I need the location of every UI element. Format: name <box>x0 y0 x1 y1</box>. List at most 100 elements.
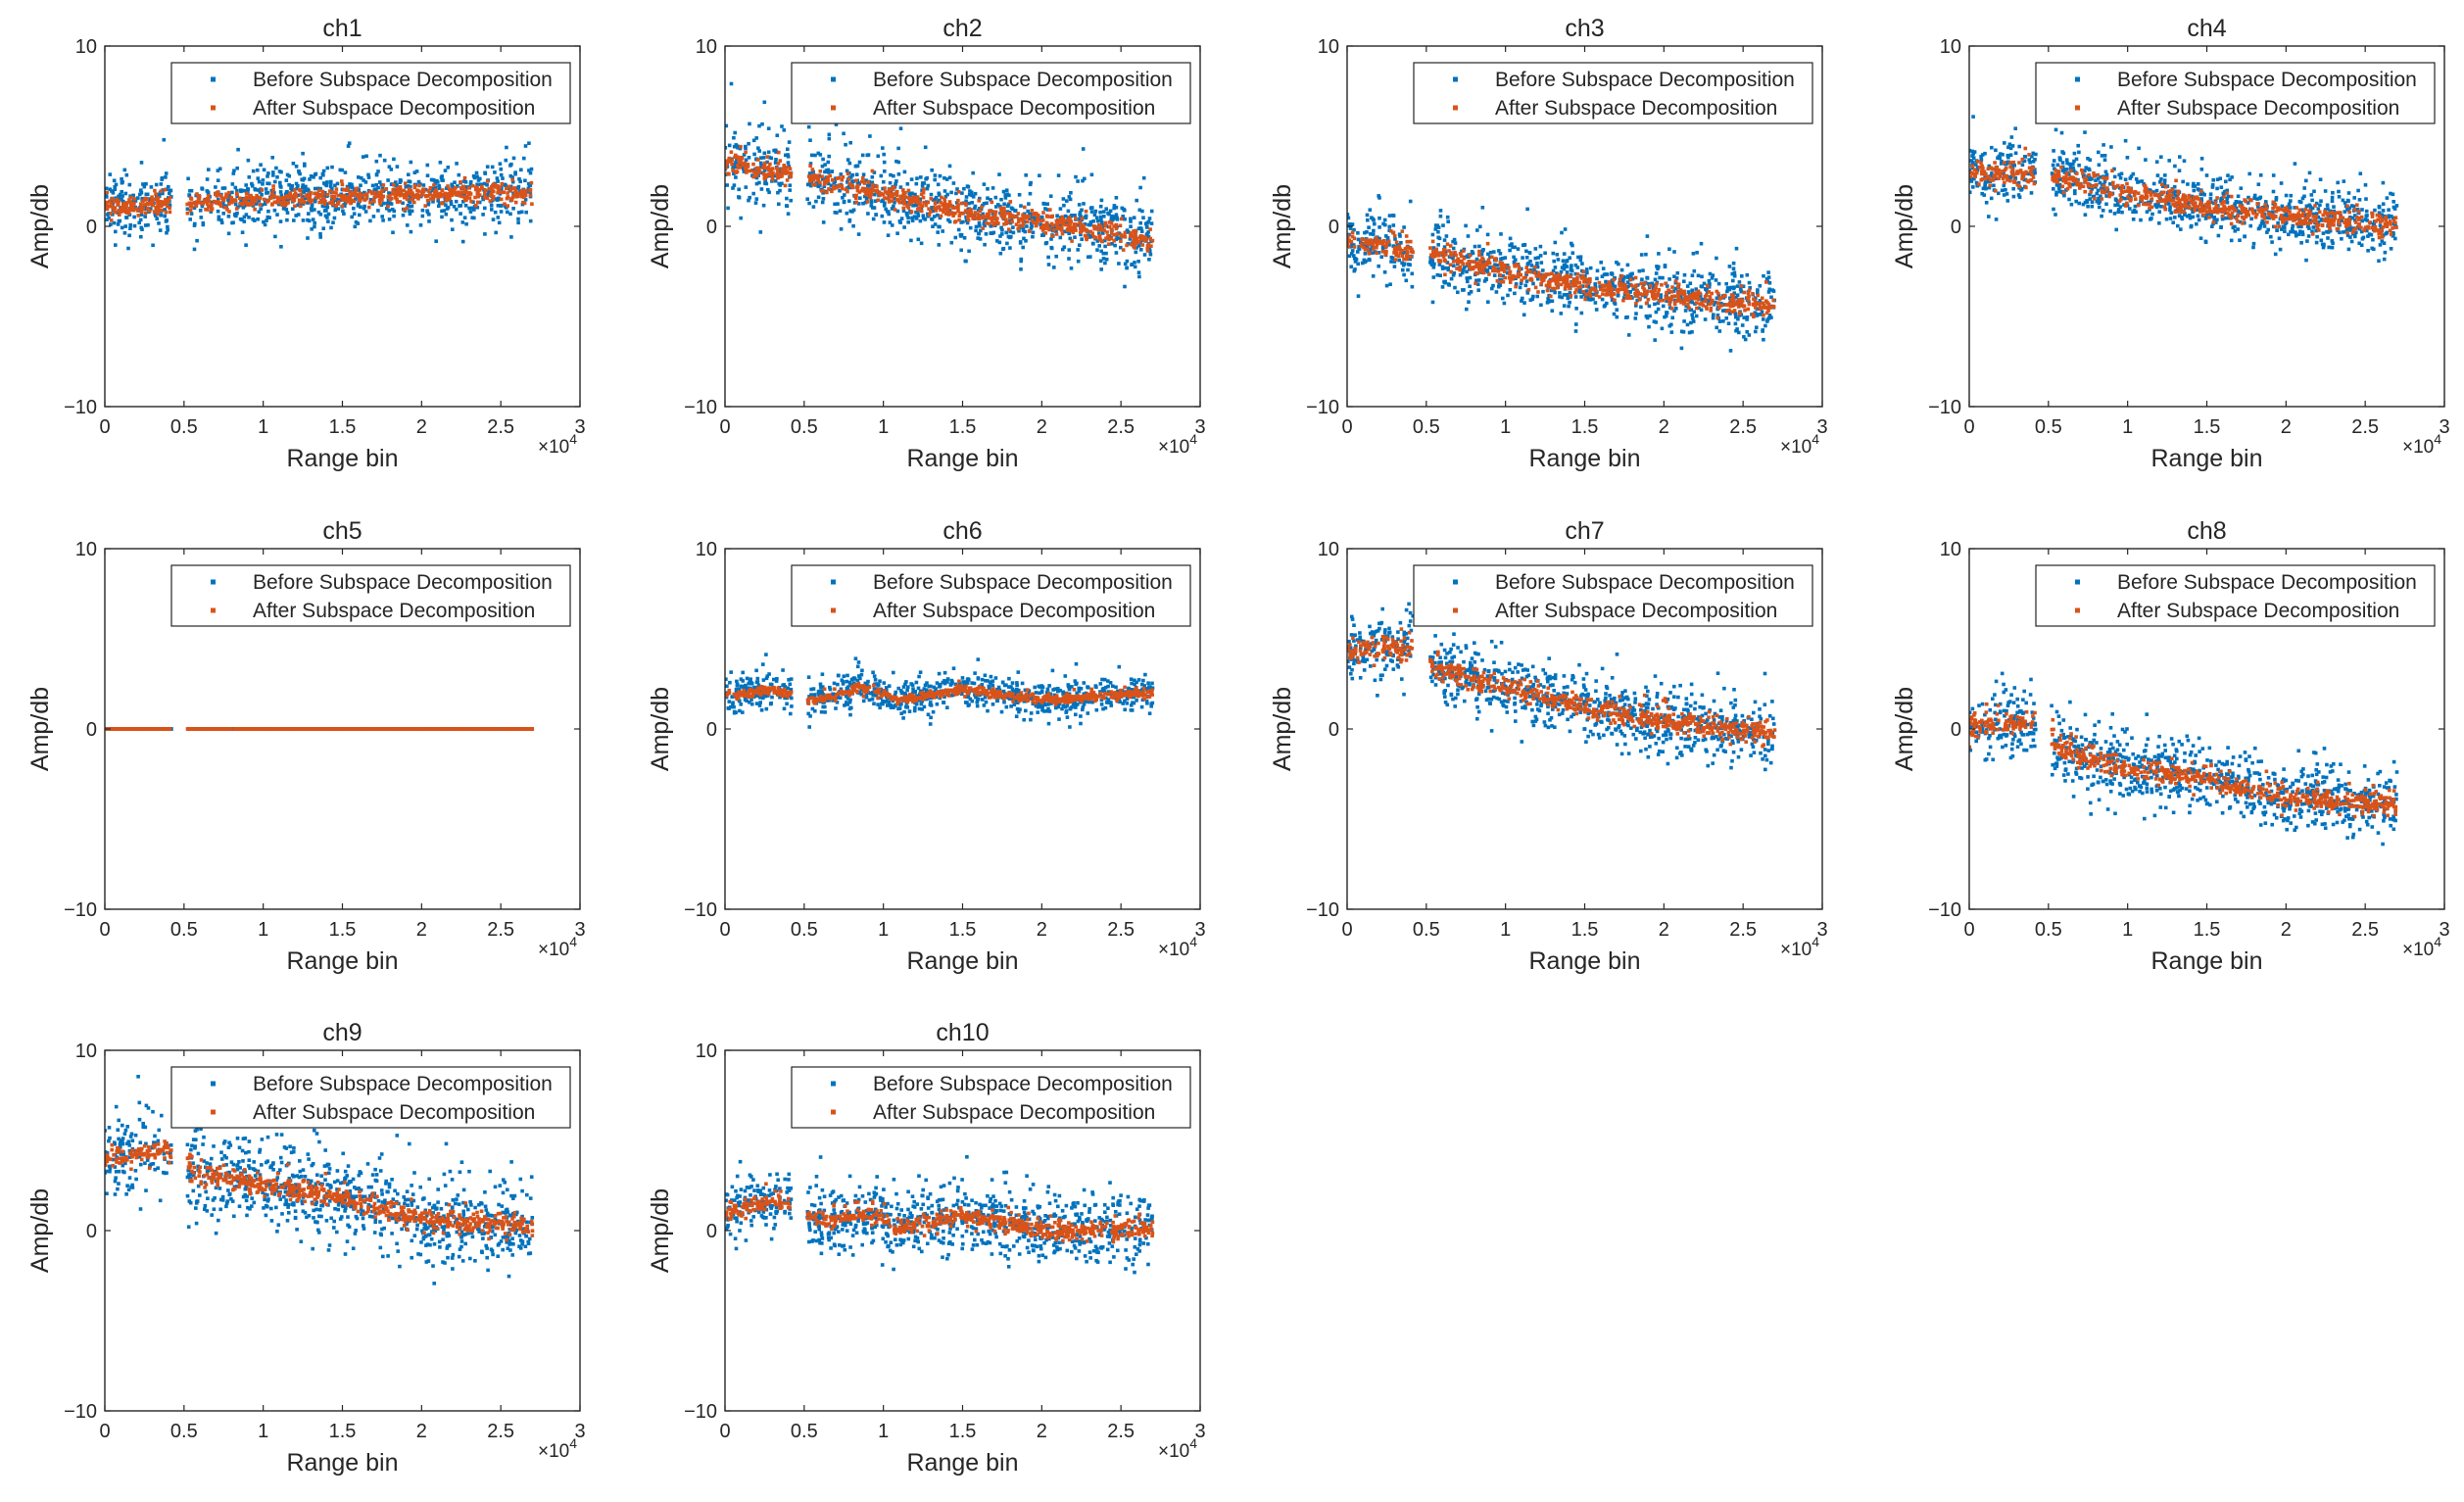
data-point <box>1765 319 1769 323</box>
data-point <box>1578 255 1583 259</box>
data-point <box>1145 249 1150 253</box>
data-point <box>1025 224 1029 228</box>
data-point <box>1497 284 1501 289</box>
data-point <box>985 221 989 225</box>
data-point <box>885 191 890 196</box>
data-point <box>1478 259 1482 263</box>
data-point <box>401 192 406 197</box>
data-point <box>149 207 153 211</box>
data-point <box>911 198 916 202</box>
data-point <box>120 180 124 185</box>
data-point <box>1727 265 1732 268</box>
data-point <box>1350 249 1355 253</box>
data-point <box>863 200 868 205</box>
data-point <box>529 167 534 171</box>
data-point <box>883 186 887 190</box>
data-point <box>787 140 792 144</box>
data-point <box>1629 283 1634 288</box>
data-point <box>1663 264 1667 267</box>
data-point <box>894 193 899 198</box>
data-point <box>931 209 935 214</box>
data-point <box>476 178 481 182</box>
data-point <box>1102 228 1106 232</box>
data-point <box>1019 259 1023 264</box>
data-point <box>1539 281 1543 286</box>
data-point <box>447 193 451 197</box>
data-point <box>377 180 382 184</box>
data-point <box>396 188 400 193</box>
data-point <box>527 169 531 172</box>
data-point <box>980 205 984 210</box>
data-point <box>1628 296 1633 300</box>
data-point <box>315 191 319 196</box>
data-point <box>423 204 427 208</box>
data-point <box>1634 301 1638 306</box>
data-point <box>1715 315 1719 320</box>
data-point <box>192 206 197 210</box>
data-point <box>294 214 298 218</box>
data-point <box>338 168 343 172</box>
data-point <box>1349 265 1353 268</box>
data-point <box>776 190 780 195</box>
data-point <box>739 216 743 220</box>
data-point <box>1545 288 1550 293</box>
data-point <box>1513 291 1517 296</box>
data-point <box>244 200 249 205</box>
data-point <box>420 208 425 213</box>
data-point <box>887 200 892 204</box>
data-point <box>1712 313 1715 316</box>
data-point <box>745 168 749 171</box>
data-point <box>1566 296 1570 301</box>
data-point <box>1576 281 1581 285</box>
data-point <box>1508 243 1512 248</box>
data-point <box>1650 281 1655 286</box>
data-point <box>439 194 443 199</box>
data-point <box>1040 218 1045 222</box>
data-point <box>1580 262 1584 266</box>
data-point <box>380 194 385 199</box>
y-axis-label: Amp/db <box>647 184 674 268</box>
data-point <box>1428 246 1432 250</box>
data-point <box>1605 289 1609 294</box>
data-point <box>1695 251 1699 255</box>
data-point <box>1405 257 1409 262</box>
data-point <box>915 176 919 180</box>
data-point <box>1437 236 1442 241</box>
data-point <box>1738 287 1743 291</box>
data-point <box>376 209 380 213</box>
data-point <box>465 194 469 199</box>
data-point <box>289 186 293 191</box>
data-point <box>298 188 303 193</box>
data-point <box>937 243 942 247</box>
data-point <box>839 172 844 176</box>
data-point <box>483 232 487 236</box>
data-point <box>325 180 329 184</box>
data-point <box>1449 276 1454 281</box>
data-point <box>1119 245 1123 250</box>
data-point <box>847 161 852 166</box>
data-point <box>1670 307 1674 311</box>
data-point <box>827 132 832 137</box>
data-point <box>368 200 372 205</box>
data-point <box>938 173 942 178</box>
data-point <box>1474 257 1479 262</box>
data-point <box>311 198 314 203</box>
data-point <box>1090 231 1094 235</box>
data-point <box>185 207 190 212</box>
data-point <box>1104 236 1108 240</box>
data-point <box>316 210 321 215</box>
data-point <box>990 219 994 223</box>
data-point <box>1347 234 1350 239</box>
data-point <box>1095 248 1099 252</box>
data-point <box>1620 276 1625 280</box>
data-point <box>1514 274 1519 279</box>
data-point <box>1132 240 1135 244</box>
data-point <box>942 189 947 193</box>
data-point <box>1125 259 1130 264</box>
data-point <box>475 205 480 210</box>
data-point <box>1405 239 1410 244</box>
data-point <box>1669 297 1673 302</box>
data-point <box>977 199 981 203</box>
data-point <box>813 175 817 180</box>
